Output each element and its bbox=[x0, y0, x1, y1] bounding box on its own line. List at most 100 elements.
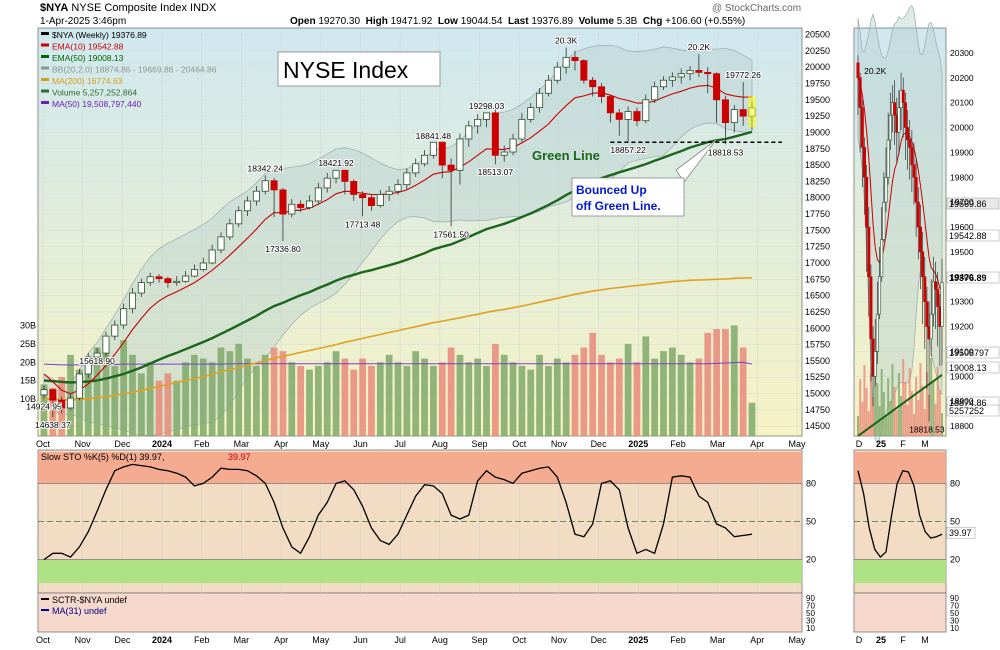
sctr-tick-label: 70 bbox=[806, 602, 815, 611]
candle-up bbox=[235, 210, 243, 225]
volume-bar bbox=[164, 373, 172, 436]
volume-bar-daily bbox=[859, 379, 862, 436]
candle-down-daily bbox=[936, 288, 940, 307]
x-tick-label: Aug bbox=[432, 635, 448, 645]
x-tick-label: Sep bbox=[472, 439, 488, 449]
volume-bar bbox=[491, 343, 499, 436]
x-tick-label: Feb bbox=[194, 635, 210, 645]
volume-bar bbox=[332, 351, 340, 436]
volume-bar bbox=[580, 347, 588, 436]
volume-bar bbox=[403, 365, 411, 436]
candle-down bbox=[359, 194, 367, 199]
x-tick-label: Mar bbox=[234, 635, 250, 645]
candle-up bbox=[67, 397, 75, 409]
candle-up-daily bbox=[884, 176, 888, 203]
candle-down-daily bbox=[923, 276, 927, 302]
volume-bar-daily bbox=[904, 382, 907, 436]
x-tick-label: May bbox=[788, 439, 806, 449]
y-tick-label: 19250 bbox=[805, 111, 830, 121]
right-value-label-box bbox=[946, 271, 1000, 284]
volume-bar-daily bbox=[923, 409, 926, 436]
high-label: High bbox=[365, 16, 388, 27]
open-label: Open bbox=[290, 16, 316, 27]
volume-bar bbox=[279, 351, 287, 436]
x-tick-label: Feb bbox=[670, 635, 686, 645]
legend-swatch bbox=[41, 78, 49, 81]
last-label: Last bbox=[507, 16, 529, 27]
x-tick-label-daily: F bbox=[900, 635, 906, 645]
volume-bar bbox=[536, 354, 543, 436]
legend-entry: Volume 5,257,252,864 bbox=[52, 88, 137, 98]
volume-bar-daily bbox=[917, 400, 920, 436]
volume-bar bbox=[553, 358, 561, 436]
y-tick-label-daily: 19500 bbox=[950, 247, 974, 257]
watermark: @ StockCharts.com bbox=[712, 3, 802, 14]
right-value-label-box bbox=[946, 229, 1000, 242]
candle-up bbox=[394, 184, 402, 192]
candle-up bbox=[129, 292, 136, 310]
candle-up bbox=[84, 356, 92, 375]
legend-swatch bbox=[41, 32, 49, 35]
candle-down-daily bbox=[906, 127, 910, 141]
x-tick-label: Apr bbox=[274, 635, 288, 645]
x-tick-label-daily: M bbox=[921, 635, 929, 645]
sctr-panel-frame bbox=[37, 592, 803, 633]
volume-bar bbox=[704, 332, 712, 436]
volume-bar bbox=[84, 358, 92, 436]
x-tick-label: May bbox=[788, 635, 806, 645]
volume-bar bbox=[217, 347, 225, 436]
sctr-legend-swatch bbox=[41, 609, 49, 611]
x-tick-label: Nov bbox=[551, 635, 568, 645]
sctr-tick-label: 70 bbox=[950, 602, 959, 611]
volume-bar bbox=[607, 362, 614, 436]
y-tick-label: 19500 bbox=[805, 95, 830, 105]
candle-up bbox=[314, 187, 322, 202]
right-value-label: 5257252 bbox=[949, 406, 984, 416]
volume-bar bbox=[191, 354, 198, 436]
right-value-label: 18874.86 bbox=[949, 398, 987, 408]
callout-box bbox=[571, 177, 685, 217]
candle-down bbox=[633, 111, 641, 122]
stochastic-line bbox=[43, 463, 753, 561]
volume-bar-daily bbox=[921, 386, 924, 436]
high-value: 19471.92 bbox=[390, 16, 433, 27]
candle-down bbox=[350, 181, 358, 195]
volume-bar bbox=[615, 358, 623, 436]
right-value-label-box bbox=[946, 197, 1000, 210]
sctr-legend-entry: SCTR-$NYA undef bbox=[52, 595, 127, 605]
volume-bar bbox=[341, 358, 349, 436]
candle-up bbox=[252, 190, 260, 202]
candle-down-daily bbox=[912, 164, 916, 178]
candle-down bbox=[571, 56, 579, 62]
stochastic-legend-value: 39.97 bbox=[228, 452, 251, 462]
candle-up bbox=[120, 308, 128, 326]
candle-up bbox=[137, 282, 145, 294]
candle-up bbox=[323, 177, 331, 189]
volume-bar-daily bbox=[913, 414, 915, 436]
volume-bar bbox=[244, 358, 251, 436]
volume-bar bbox=[686, 362, 694, 436]
symbol: $NYA bbox=[40, 2, 69, 14]
volume-bar-daily bbox=[861, 402, 864, 436]
volume-bar bbox=[500, 354, 508, 436]
right-value-label: 19508797 bbox=[949, 348, 989, 358]
ema50-line bbox=[43, 130, 753, 384]
volume-bar-daily bbox=[891, 364, 894, 436]
legend-swatch bbox=[41, 101, 49, 104]
stoch-tick-label: 50 bbox=[806, 517, 816, 527]
open-value: 19270.30 bbox=[318, 16, 361, 27]
y-tick-label: 20500 bbox=[805, 30, 830, 40]
candle-up bbox=[651, 86, 659, 101]
candle-up bbox=[306, 200, 313, 208]
stoch-tick-label: 80 bbox=[950, 478, 960, 488]
candle-up bbox=[730, 109, 738, 124]
index-name: NYSE Composite Index bbox=[71, 2, 187, 14]
y-tick-label: 17500 bbox=[805, 225, 830, 235]
candle-down bbox=[721, 99, 729, 124]
volume-label: Volume bbox=[578, 16, 614, 27]
volume-bar bbox=[120, 340, 128, 436]
candle-down-daily bbox=[858, 77, 862, 108]
volume-bar bbox=[137, 373, 145, 436]
y-tick-label: 18750 bbox=[805, 144, 830, 154]
volume-bar bbox=[730, 325, 738, 436]
